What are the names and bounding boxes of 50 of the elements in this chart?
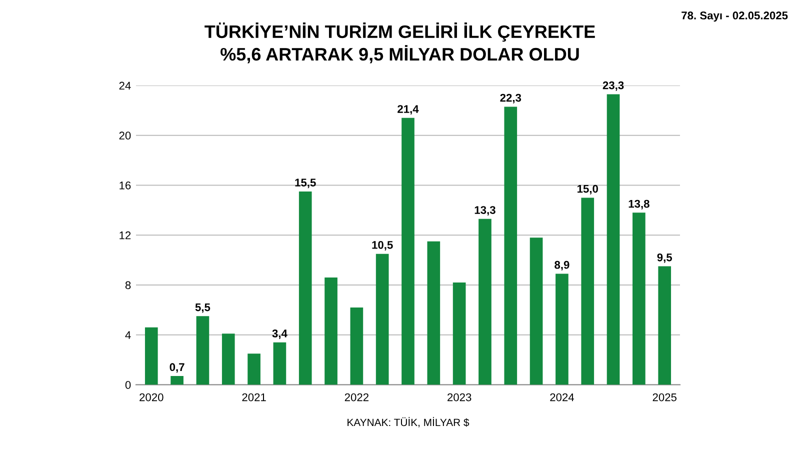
- bar: [632, 212, 646, 385]
- data-label: 9,5: [657, 253, 672, 263]
- bar: [273, 342, 286, 385]
- bar: [376, 254, 389, 385]
- data-label: 0,7: [170, 363, 184, 373]
- y-tick-label: 20: [119, 132, 131, 140]
- bar: [556, 274, 568, 385]
- bar: [530, 238, 543, 385]
- data-label: 13,8: [628, 200, 650, 210]
- data-label: 3,4: [272, 330, 288, 339]
- bar: [478, 218, 492, 385]
- data-label: 15,5: [295, 178, 316, 188]
- x-tick-label: 2024: [550, 393, 574, 402]
- bar: [222, 334, 235, 385]
- y-tick-label: 0: [125, 381, 131, 389]
- text: KAYNAK: TÜİK, MİLYAR $: [348, 417, 470, 428]
- bar: [298, 191, 312, 385]
- bar: [196, 316, 210, 385]
- data-label: 8,9: [554, 260, 570, 270]
- y-tick-label: 24: [119, 82, 131, 90]
- x-tick-label: 2025: [652, 393, 676, 402]
- data-label: 10,5: [372, 240, 393, 250]
- y-tick-label: 4: [125, 331, 131, 339]
- bar: [504, 106, 518, 385]
- text: 78. Sayı - 02.05.2025: [682, 12, 788, 22]
- bar: [427, 241, 440, 385]
- data-label: 15,0: [578, 184, 598, 194]
- x-tick-label: 2020: [140, 393, 164, 402]
- bar: [350, 307, 364, 385]
- data-label: 13,3: [474, 206, 496, 216]
- bar: [606, 94, 620, 385]
- chart-title: TÜRKİYE’NİN TURİZM GELİRİ İLK ÇEYREKTE %5,6 ARTARAK 9,5 MİLYAR DOLAR OLDU: [204, 22, 595, 64]
- y-tick-label: 8: [125, 281, 131, 290]
- data-label: 23,3: [602, 81, 624, 91]
- bar: [581, 198, 594, 385]
- data-label: 5,5: [195, 303, 210, 313]
- data-label: 21,4: [398, 105, 419, 115]
- x-tick-label: 2021: [242, 393, 266, 402]
- x-tick-label: 2022: [344, 393, 368, 402]
- bar: [658, 266, 672, 385]
- bar: [170, 376, 184, 385]
- bar: [452, 282, 466, 385]
- bar: [144, 327, 158, 385]
- bar: [248, 354, 260, 385]
- y-tick-label: 12: [120, 231, 131, 240]
- data-label: 22,3: [500, 94, 522, 104]
- y-tick-label: 16: [120, 182, 131, 190]
- bar: [324, 278, 338, 385]
- bar: [402, 118, 414, 385]
- x-tick-label: 2023: [448, 393, 472, 402]
